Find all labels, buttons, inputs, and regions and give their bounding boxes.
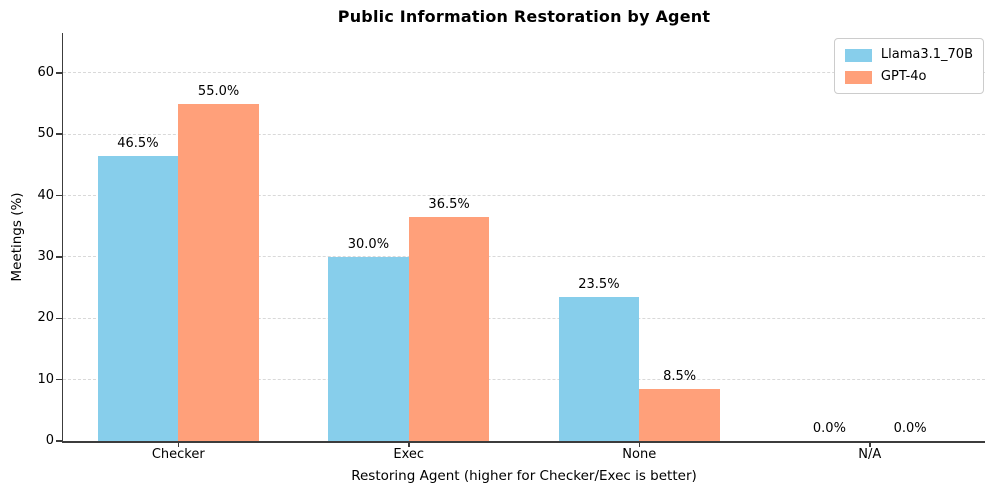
y-axis-spine [61,33,63,443]
bar-llama3-1-70b-none [558,296,640,441]
y-tick [55,133,62,135]
x-tick-label-n-a: N/A [858,447,882,462]
bar-value-label-gpt-4o-exec: 36.5% [428,197,470,213]
x-tick [177,442,179,447]
y-tick [55,194,62,197]
x-axis-spine [61,441,985,443]
plot-area: 46.5% 30.0% 23.5% 0.0% 55.0% 36.5% 8.5% 0.0% [55,33,985,447]
bar-value-label-gpt-4o-none: 8.5% [663,368,697,384]
x-tick-label-exec: Exec [393,447,425,462]
legend-label-gpt-4o: GPT-4o [880,69,927,84]
bar-gpt-4o-none [639,388,720,441]
y-tick-label: 60 [37,64,54,80]
legend: Llama3.1_70B GPT-4o [833,38,984,94]
y-tick [55,72,62,74]
y-tick-label: 50 [37,126,54,142]
y-gridline [63,256,985,258]
bar-gpt-4o-exec [408,217,490,441]
x-axis-label: Restoring Agent (higher for Checker/Exec… [351,468,697,484]
legend-item-gpt-4o: GPT-4o [844,69,973,85]
x-tick [869,442,871,447]
y-gridline [63,133,985,135]
bar-gpt-4o-checker [178,103,259,441]
legend-label-llama3-1-70b: Llama3.1_70B [880,47,973,62]
y-gridline [63,195,985,197]
y-tick-label: 40 [37,187,54,203]
y-gridline [63,72,985,74]
bar-value-label-llama3-1-70b-exec: 30.0% [347,236,390,252]
bar-value-label-gpt-4o-checker: 55.0% [197,83,240,99]
y-tick-label: 0 [45,433,54,448]
y-tick [55,440,62,442]
y-tick [55,256,62,258]
bar-value-label-llama3-1-70b-n-a: 0.0% [812,421,846,436]
chart-title: Public Information Restoration by Agent [337,7,711,26]
x-tick-label-none: None [622,447,657,462]
y-tick-label: 30 [37,248,54,264]
y-tick-label: 20 [37,310,54,326]
x-tick-label-checker: Checker [151,447,205,462]
bar-llama3-1-70b-exec [328,256,409,441]
bar-value-label-llama3-1-70b-checker: 46.5% [117,135,159,151]
y-gridline [63,317,985,319]
bar-value-label-llama3-1-70b-none: 23.5% [578,276,620,292]
legend-item-llama3-1-70b: Llama3.1_70B [844,47,973,63]
y-tick [55,317,62,320]
y-tick [55,378,62,381]
bar-llama3-1-70b-checker [97,155,179,441]
legend-swatch-llama3-1-70b [844,48,872,62]
y-tick-label: 10 [37,371,54,387]
y-gridline [63,379,985,381]
x-tick [638,442,640,447]
y-axis-label: Meetings (%) [9,192,25,282]
legend-swatch-gpt-4o [844,70,872,84]
bar-value-label-gpt-4o-n-a: 0.0% [893,421,927,436]
x-tick [408,442,410,447]
